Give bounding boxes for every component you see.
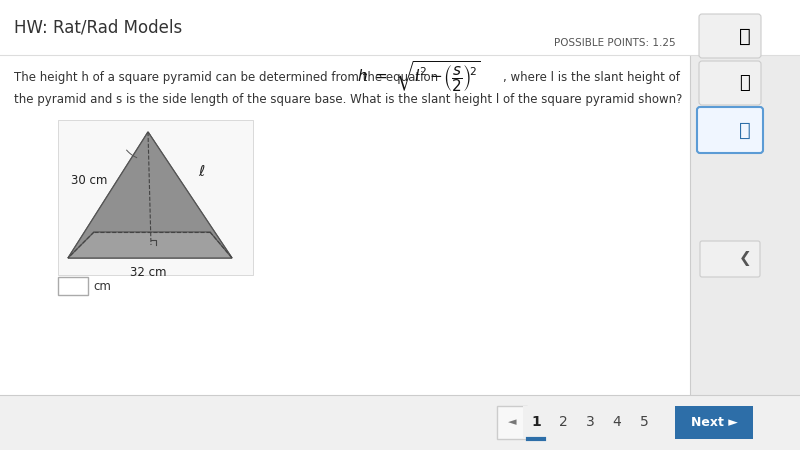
Text: ◄: ◄ (508, 418, 516, 428)
Text: 3: 3 (586, 415, 594, 429)
Text: 📅: 📅 (739, 27, 751, 45)
Bar (497, 406, 527, 439)
FancyBboxPatch shape (700, 241, 760, 277)
Text: 🔒: 🔒 (740, 74, 750, 92)
FancyBboxPatch shape (699, 14, 761, 58)
Text: The height h of a square pyramid can be determined from the equation: The height h of a square pyramid can be … (14, 72, 438, 85)
Text: ⤢: ⤢ (739, 121, 751, 140)
Text: 5: 5 (640, 415, 648, 429)
Bar (0, 395, 800, 450)
Bar (58, 277, 88, 295)
Bar (0, 0, 800, 55)
Bar (0, 0, 690, 395)
Text: the pyramid and s is the side length of the square base. What is the slant heigh: the pyramid and s is the side length of … (14, 94, 682, 107)
Text: cm: cm (93, 279, 111, 292)
FancyBboxPatch shape (699, 61, 761, 105)
Text: 1: 1 (531, 415, 541, 429)
Text: , where l is the slant height of: , where l is the slant height of (503, 72, 680, 85)
Text: POSSIBLE POINTS: 1.25: POSSIBLE POINTS: 1.25 (554, 38, 676, 48)
Text: $h\ =\ \sqrt{l^2 - \!\left(\dfrac{s}{2}\right)^{\!2}}$: $h\ =\ \sqrt{l^2 - \!\left(\dfrac{s}{2}\… (357, 59, 481, 94)
Polygon shape (148, 132, 232, 258)
Text: 32 cm: 32 cm (130, 266, 166, 279)
Text: 2: 2 (558, 415, 567, 429)
Bar (523, 406, 549, 439)
FancyBboxPatch shape (697, 107, 763, 153)
Text: 4: 4 (613, 415, 622, 429)
Polygon shape (68, 132, 232, 258)
Text: 1 of 5: 1 of 5 (722, 21, 755, 34)
Bar (690, 0, 800, 395)
Bar (675, 406, 753, 439)
Text: 30 cm: 30 cm (71, 174, 107, 186)
Polygon shape (94, 132, 210, 232)
Text: ❮: ❮ (738, 252, 751, 266)
Text: Next ►: Next ► (690, 416, 738, 429)
Text: HW: Rat/Rad Models: HW: Rat/Rad Models (14, 18, 182, 36)
Polygon shape (68, 132, 148, 258)
Text: $\ell$: $\ell$ (198, 165, 206, 180)
Polygon shape (68, 232, 232, 258)
Bar (58, 120, 253, 275)
